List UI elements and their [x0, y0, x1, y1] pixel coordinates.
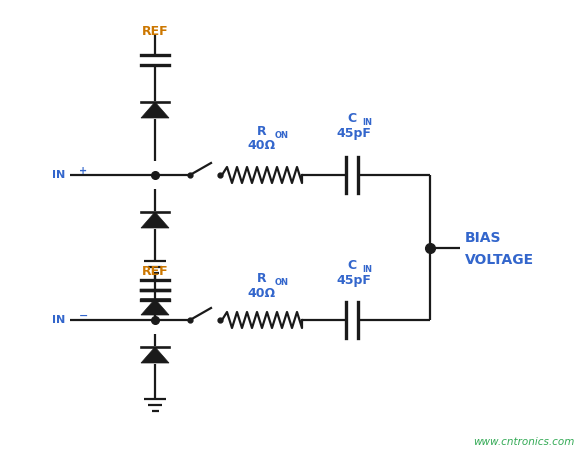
Text: www.cntronics.com: www.cntronics.com — [473, 437, 575, 447]
Text: REF: REF — [142, 25, 168, 38]
Text: IN: IN — [52, 170, 65, 180]
Text: VOLTAGE: VOLTAGE — [465, 252, 534, 267]
Text: −: − — [79, 311, 88, 321]
Text: IN: IN — [362, 118, 372, 127]
Text: ON: ON — [275, 278, 289, 287]
Text: 45pF: 45pF — [336, 274, 372, 287]
Text: 40Ω: 40Ω — [248, 139, 276, 152]
Text: C: C — [347, 112, 356, 125]
Polygon shape — [141, 347, 169, 363]
Text: 40Ω: 40Ω — [248, 287, 276, 300]
Polygon shape — [141, 102, 169, 118]
Text: ON: ON — [275, 131, 289, 140]
Text: R: R — [257, 125, 267, 138]
Text: REF: REF — [142, 265, 168, 278]
Polygon shape — [141, 212, 169, 228]
Text: IN: IN — [362, 265, 372, 274]
Text: 45pF: 45pF — [336, 127, 372, 140]
Polygon shape — [141, 299, 169, 315]
Text: IN: IN — [52, 315, 65, 325]
Text: BIAS: BIAS — [465, 230, 502, 245]
Text: +: + — [79, 166, 87, 176]
Text: R: R — [257, 272, 267, 285]
Text: C: C — [347, 259, 356, 272]
